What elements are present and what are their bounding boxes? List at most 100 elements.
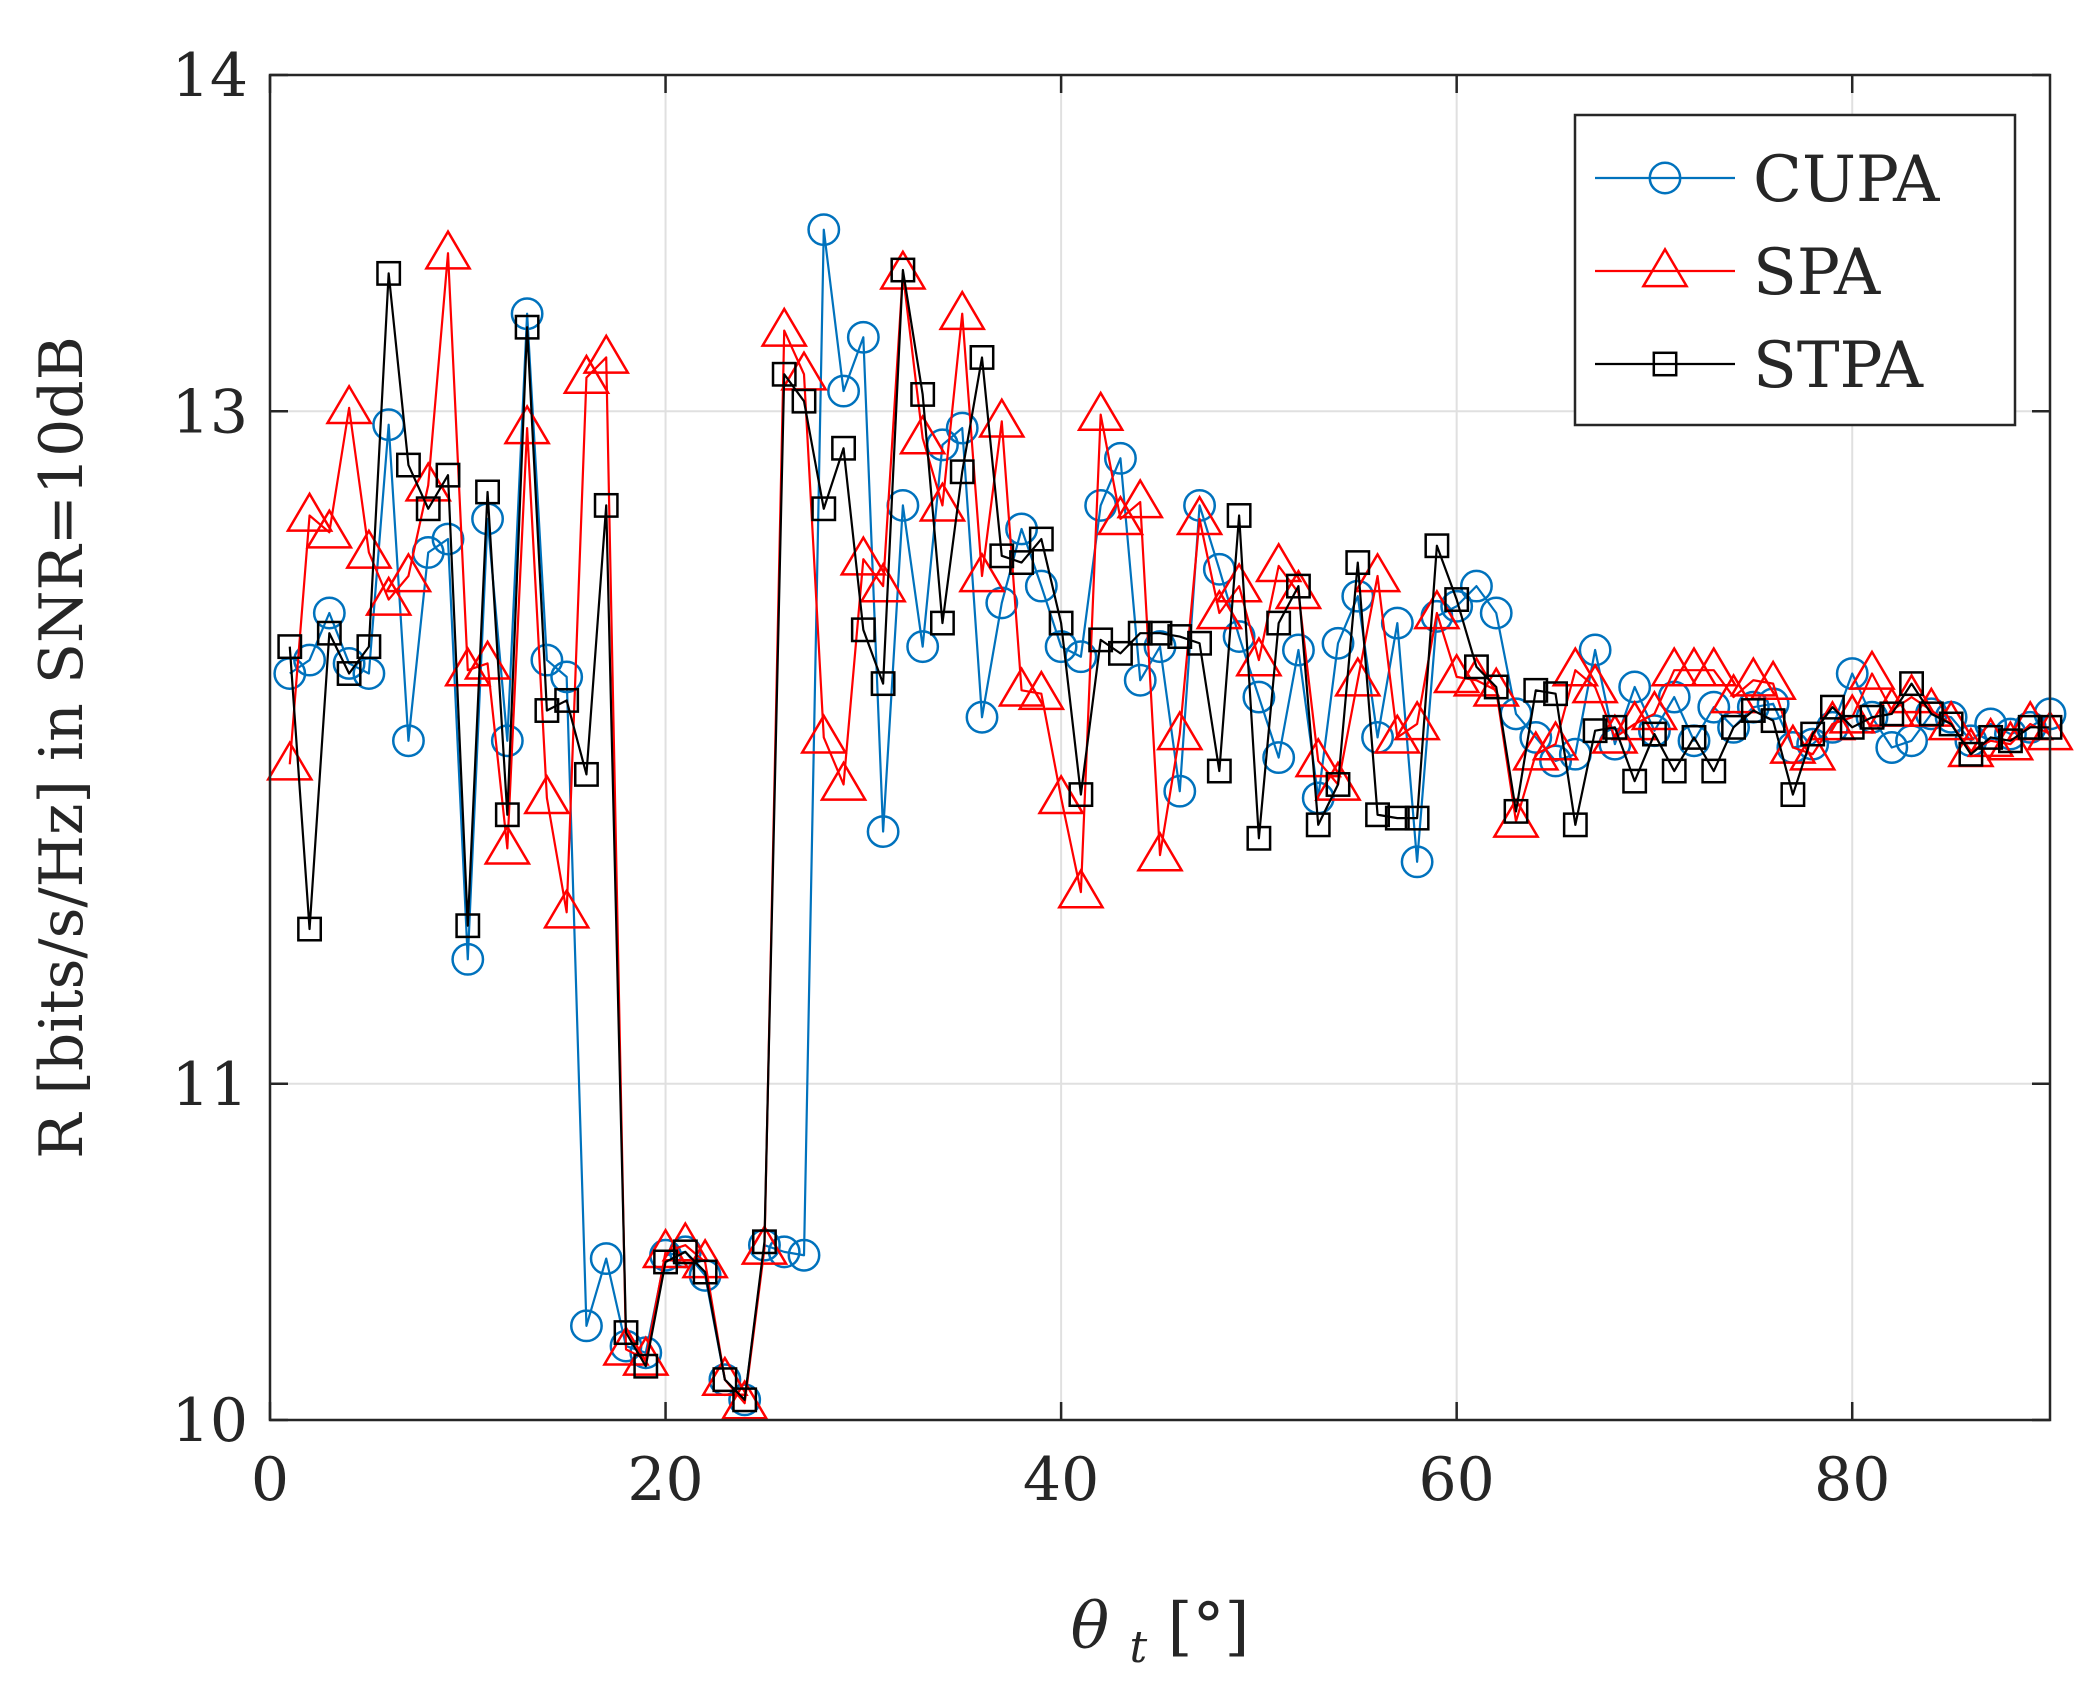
legend-label-cupa: CUPA [1753, 143, 1940, 217]
data-point-cupa [1400, 845, 1434, 879]
data-point-cupa [807, 213, 841, 247]
data-point-spa [1848, 649, 1896, 690]
data-point-spa [819, 760, 868, 801]
data-point-stpa [1582, 718, 1608, 744]
data-point-stpa [455, 913, 481, 939]
data-point-cupa [827, 374, 861, 408]
y-tick-label: 11 [172, 1050, 248, 1120]
x-axis-label-unit: [°] [1167, 1590, 1249, 1664]
data-point-stpa [1345, 550, 1371, 576]
data-point-stpa [692, 1259, 718, 1285]
data-point-stpa [751, 1229, 777, 1255]
data-point-stpa [1246, 825, 1272, 851]
data-point-stpa [1721, 714, 1747, 740]
data-point-stpa [929, 610, 955, 636]
data-point-stpa [1266, 610, 1292, 636]
x-axis-label-subscript: t [1129, 1622, 1147, 1673]
data-point-cupa [490, 724, 524, 758]
data-point-stpa [1997, 728, 2023, 754]
data-point-spa [1057, 868, 1105, 909]
data-point-stpa [791, 388, 817, 414]
data-point-stpa [475, 479, 501, 505]
series-layer [265, 213, 2074, 1420]
data-point-stpa [1068, 782, 1094, 808]
data-point-stpa [395, 452, 421, 478]
data-point-cupa [965, 700, 999, 734]
data-point-stpa [811, 496, 837, 522]
data-point-stpa [514, 314, 540, 340]
data-point-stpa [989, 543, 1015, 569]
data-point-stpa [1622, 768, 1648, 794]
data-point-stpa [1543, 681, 1569, 707]
data-point-stpa [1384, 805, 1410, 831]
data-point-stpa [1009, 550, 1035, 576]
data-point-spa [483, 824, 532, 865]
data-point-spa [898, 414, 947, 455]
data-point-spa [285, 491, 334, 532]
data-point-stpa [297, 916, 323, 942]
data-point-stpa [494, 802, 520, 828]
tick-layer: 0 20 40 60 80 10 11 13 14 [172, 41, 2050, 1515]
data-point-stpa [1938, 711, 1964, 737]
legend-label-spa: SPA [1753, 236, 1881, 310]
data-point-stpa [1127, 620, 1153, 646]
data-point-stpa [1147, 620, 1173, 646]
data-point-spa [1610, 699, 1659, 741]
data-point-spa [503, 403, 551, 445]
data-point-spa [1116, 477, 1165, 519]
data-point-cupa [431, 522, 465, 556]
data-point-spa [1749, 659, 1797, 700]
data-point-spa [1571, 662, 1619, 704]
x-tick-label: 60 [1418, 1445, 1494, 1515]
data-point-spa [265, 740, 314, 781]
data-point-stpa [1978, 724, 2004, 750]
data-point-stpa [1503, 798, 1529, 824]
data-point-spa [859, 562, 907, 603]
data-point-cupa [866, 815, 900, 849]
data-point-stpa [415, 496, 441, 522]
data-point-spa [1215, 562, 1263, 603]
data-point-spa [1689, 646, 1738, 687]
data-point-stpa [593, 492, 619, 518]
x-tick-label: 80 [1814, 1445, 1890, 1515]
series-stpa [277, 257, 2063, 1413]
data-point-stpa [732, 1387, 758, 1413]
data-point-stpa [910, 381, 936, 407]
data-point-cupa [293, 643, 327, 677]
data-point-cupa [1163, 774, 1197, 808]
data-point-stpa [1899, 671, 1925, 697]
y-tick-label: 14 [172, 41, 248, 111]
data-point-stpa [435, 462, 461, 488]
data-point-cupa [1519, 720, 1553, 754]
data-point-spa [325, 383, 373, 425]
data-point-stpa [1048, 610, 1074, 636]
data-point-stpa [1819, 694, 1845, 720]
data-point-spa [542, 888, 591, 929]
data-point-stpa [1285, 573, 1311, 599]
data-point-cupa [550, 660, 584, 694]
data-point-stpa [1760, 708, 1786, 734]
data-point-cupa [1321, 626, 1355, 660]
data-point-stpa [1780, 782, 1806, 808]
data-point-spa [404, 461, 453, 502]
data-point-cupa [1103, 441, 1137, 475]
data-point-spa [1709, 672, 1758, 714]
data-point-stpa [1424, 533, 1450, 559]
series-line-spa [288, 252, 2051, 1405]
data-point-cupa [1123, 663, 1157, 697]
data-point-spa [799, 713, 848, 754]
legend-marker-stpa [1652, 351, 1678, 377]
data-point-cupa [312, 596, 346, 630]
data-point-stpa [554, 687, 580, 713]
data-point-stpa [2017, 714, 2043, 740]
data-point-stpa [1800, 721, 1826, 747]
data-point-stpa [1879, 701, 1905, 727]
data-point-spa [582, 333, 631, 374]
data-point-spa [938, 289, 987, 331]
data-point-spa [523, 773, 571, 815]
data-point-spa [384, 551, 433, 593]
data-point-spa [1551, 646, 1600, 687]
data-point-stpa [831, 435, 857, 461]
data-point-cupa [1459, 569, 1493, 603]
data-point-cupa [945, 411, 979, 445]
